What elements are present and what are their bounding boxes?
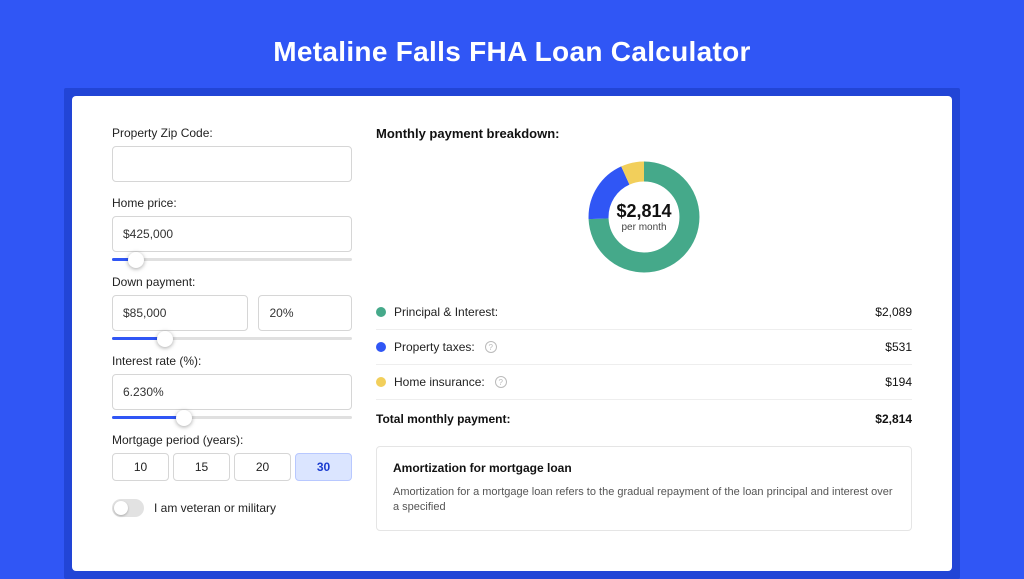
period-button-15[interactable]: 15 [173, 453, 230, 481]
donut-chart-wrap: $2,814 per month [376, 151, 912, 295]
legend-label: Property taxes: [394, 340, 475, 354]
amortization-text: Amortization for a mortgage loan refers … [393, 485, 895, 516]
breakdown-heading: Monthly payment breakdown: [376, 126, 912, 141]
total-row: Total monthly payment: $2,814 [376, 400, 912, 426]
period-label: Mortgage period (years): [112, 433, 352, 447]
down-payment-percent-input[interactable] [258, 295, 352, 331]
down-payment-label: Down payment: [112, 275, 352, 289]
down-payment-slider[interactable] [112, 337, 352, 340]
period-button-group: 10152030 [112, 453, 352, 481]
donut-sub: per month [621, 222, 666, 233]
down-payment-field-group: Down payment: [112, 275, 352, 340]
interest-rate-input[interactable] [112, 374, 352, 410]
veteran-toggle-label: I am veteran or military [154, 501, 276, 515]
total-value: $2,814 [875, 412, 912, 426]
veteran-toggle[interactable] [112, 499, 144, 517]
legend-row-0: Principal & Interest: $2,089 [376, 295, 912, 330]
legend-value: $531 [885, 340, 912, 354]
interest-rate-slider-fill [112, 416, 184, 419]
donut-amount: $2,814 [616, 201, 671, 222]
legend-value: $194 [885, 375, 912, 389]
amortization-title: Amortization for mortgage loan [393, 461, 895, 475]
legend-label: Principal & Interest: [394, 305, 498, 319]
interest-rate-field-group: Interest rate (%): [112, 354, 352, 419]
donut-chart: $2,814 per month [584, 157, 704, 277]
down-payment-amount-input[interactable] [112, 295, 248, 331]
legend-dot-icon [376, 377, 386, 387]
period-field-group: Mortgage period (years): 10152030 [112, 433, 352, 481]
veteran-toggle-row: I am veteran or military [112, 499, 352, 517]
zip-label: Property Zip Code: [112, 126, 352, 140]
home-price-input[interactable] [112, 216, 352, 252]
legend-label: Home insurance: [394, 375, 485, 389]
period-button-10[interactable]: 10 [112, 453, 169, 481]
legend-value: $2,089 [875, 305, 912, 319]
home-price-field-group: Home price: [112, 196, 352, 261]
home-price-slider[interactable] [112, 258, 352, 261]
period-button-20[interactable]: 20 [234, 453, 291, 481]
legend-row-2: Home insurance:? $194 [376, 365, 912, 400]
total-label: Total monthly payment: [376, 412, 510, 426]
page-title: Metaline Falls FHA Loan Calculator [0, 0, 1024, 96]
amortization-box: Amortization for mortgage loan Amortizat… [376, 446, 912, 531]
zip-field-group: Property Zip Code: [112, 126, 352, 182]
calculator-card: Property Zip Code: Home price: Down paym… [72, 96, 952, 571]
legend-dot-icon [376, 342, 386, 352]
donut-center: $2,814 per month [584, 157, 704, 277]
breakdown-column: Monthly payment breakdown: $2,814 per mo… [376, 126, 912, 531]
info-icon[interactable]: ? [495, 376, 507, 388]
interest-rate-slider[interactable] [112, 416, 352, 419]
legend-dot-icon [376, 307, 386, 317]
interest-rate-label: Interest rate (%): [112, 354, 352, 368]
down-payment-slider-thumb[interactable] [157, 331, 173, 347]
period-button-30[interactable]: 30 [295, 453, 352, 481]
breakdown-legend: Principal & Interest: $2,089 Property taxe… [376, 295, 912, 400]
home-price-slider-thumb[interactable] [128, 252, 144, 268]
info-icon[interactable]: ? [485, 341, 497, 353]
legend-row-1: Property taxes:? $531 [376, 330, 912, 365]
form-column: Property Zip Code: Home price: Down paym… [112, 126, 352, 531]
zip-input[interactable] [112, 146, 352, 182]
home-price-label: Home price: [112, 196, 352, 210]
interest-rate-slider-thumb[interactable] [176, 410, 192, 426]
